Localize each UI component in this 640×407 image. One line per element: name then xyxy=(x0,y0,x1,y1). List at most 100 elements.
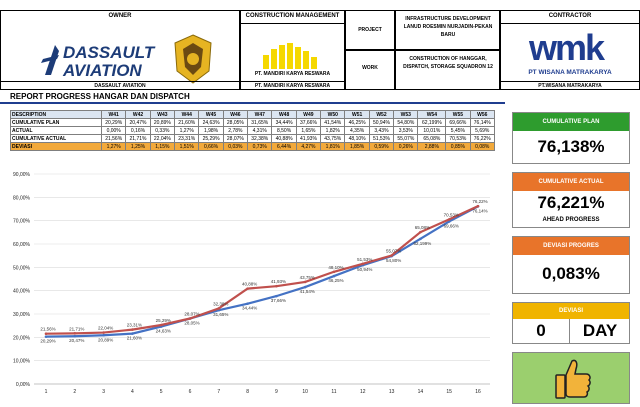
contractor-name: PT.WISANA MATRAKARYA xyxy=(538,83,602,89)
table-cell: 31,65% xyxy=(247,118,273,127)
table-cell: 37,66% xyxy=(295,118,322,127)
data-point xyxy=(159,323,163,327)
table-cell: 0,85% xyxy=(445,142,471,151)
table-cell: 48,10% xyxy=(344,134,370,143)
data-label: 37,66% xyxy=(271,298,286,303)
data-label: 46,25% xyxy=(328,278,343,283)
x-tick-label: 7 xyxy=(217,389,220,395)
deviation-card: DEVIASI PROGRES 0,083% xyxy=(512,236,630,294)
y-tick-label: 80,00% xyxy=(13,195,31,201)
x-tick-label: 9 xyxy=(275,389,278,395)
table-header-cell: W52 xyxy=(368,110,395,119)
table-header-cell: W51 xyxy=(344,110,370,119)
data-label: 28,05% xyxy=(184,321,199,326)
data-label: 41,93% xyxy=(271,279,286,284)
y-tick-label: 90,00% xyxy=(13,172,31,178)
table-cell: 0,16% xyxy=(125,126,151,135)
days-card: DEVIASI 0 DAY xyxy=(512,302,630,344)
table-cell: 46,25% xyxy=(344,118,370,127)
table-header-cell: W47 xyxy=(247,110,273,119)
data-label: 76,22% xyxy=(472,199,487,204)
data-point xyxy=(246,287,249,290)
work-label: WORK xyxy=(362,65,378,71)
days-card-unit: DAY xyxy=(582,321,618,340)
table-cell: 0,26% xyxy=(393,142,419,151)
cm-logo-text: PT. MANDIRI KARYA RESWARA xyxy=(254,71,331,77)
project-value: INFRASTRUCTURE DEVELOPMENT LANUD ROESMIN… xyxy=(403,16,493,38)
data-label: 69,66% xyxy=(444,223,459,228)
data-point xyxy=(303,280,307,284)
data-point xyxy=(332,270,336,274)
table-cell: 0,73% xyxy=(247,142,273,151)
table-cell: 0,08% xyxy=(469,142,496,151)
data-point xyxy=(131,332,134,335)
days-card-value: 0 xyxy=(536,321,546,340)
data-label: 28,07% xyxy=(184,312,199,317)
data-label: 48,10% xyxy=(328,265,343,270)
table-cell: 4,27% xyxy=(295,142,322,151)
table-cell: 21,71% xyxy=(125,134,151,143)
data-label: 24,63% xyxy=(156,329,171,334)
table-header-cell: W54 xyxy=(417,110,447,119)
table-cell: 1,98% xyxy=(198,126,224,135)
y-tick-label: 40,00% xyxy=(13,289,31,295)
row-label: CUMULATIVE ACTUAL xyxy=(10,134,102,143)
owner-title: OWNER xyxy=(108,13,132,19)
data-point xyxy=(44,332,48,335)
data-label: 21,71% xyxy=(69,326,84,331)
table-cell: 0,66% xyxy=(198,142,224,151)
owner-panel: OWNER DASSAULT AVIATION DASSAULT AVIATIO… xyxy=(0,10,240,90)
x-tick-label: 10 xyxy=(302,389,308,395)
table-cell: 1,82% xyxy=(320,126,346,135)
table-cell: 8,50% xyxy=(271,126,297,135)
y-tick-label: 30,00% xyxy=(13,312,31,318)
y-tick-label: 60,00% xyxy=(13,242,31,248)
x-tick-label: 8 xyxy=(246,389,249,395)
air-force-crest-icon xyxy=(174,34,212,84)
row-label: DEVIASI xyxy=(10,142,102,151)
table-cell: 1,27% xyxy=(174,126,200,135)
data-label: 21,60% xyxy=(127,336,142,341)
table-cell: 69,66% xyxy=(445,118,471,127)
table-cell: 41,93% xyxy=(295,134,322,143)
table-cell: 1,65% xyxy=(295,126,322,135)
data-point xyxy=(476,204,480,208)
work-label-cell: WORK xyxy=(345,50,395,90)
table-header-cell: W44 xyxy=(174,110,200,119)
table-header-cell: W46 xyxy=(222,110,249,119)
table-header-cell: W45 xyxy=(198,110,224,119)
data-label: 23,31% xyxy=(127,323,142,328)
y-tick-label: 50,00% xyxy=(13,265,31,271)
y-tick-label: 10,00% xyxy=(13,359,31,365)
data-point xyxy=(44,335,48,338)
data-point xyxy=(275,294,278,298)
x-tick-label: 14 xyxy=(418,389,424,395)
progress-table: DESCRIPTION W41 W42 W43 W44 W45 W46 W47 W48 W49 W… xyxy=(10,110,496,151)
table-header-cell: W48 xyxy=(271,110,297,119)
table-cell: 2,88% xyxy=(417,142,447,151)
data-label: 31,65% xyxy=(213,312,228,317)
table-cell: 10,01% xyxy=(417,126,447,135)
data-point xyxy=(102,333,105,337)
data-label: 41,54% xyxy=(300,289,315,294)
actual-card: CUMULATIVE ACTUAL 76,221% AHEAD PROGRESS xyxy=(512,172,630,228)
data-label: 51,53% xyxy=(357,257,372,262)
plan-card-title: CUMULATIVE PLAN xyxy=(513,113,629,131)
table-cell: 1,25% xyxy=(125,142,151,151)
table-cell: 3,43% xyxy=(368,126,395,135)
series-line-1 xyxy=(45,205,479,338)
table-cell: 5,45% xyxy=(445,126,471,135)
table-header-cell: W49 xyxy=(295,110,322,119)
data-label: 20,89% xyxy=(98,337,113,342)
table-header-cell: DESCRIPTION xyxy=(10,110,102,119)
x-tick-label: 4 xyxy=(131,389,134,395)
data-point xyxy=(188,317,192,320)
data-label: 21,56% xyxy=(40,327,55,332)
data-label: 25,29% xyxy=(156,318,171,323)
data-label: 43,75% xyxy=(300,275,315,280)
cm-title: CONSTRUCTION MANAGEMENT xyxy=(245,13,340,19)
data-point xyxy=(131,328,134,331)
progress-chart: 0,00% 10,00% 20,00% 30,00% 40,00% 50,00% 60,00… xyxy=(13,172,490,395)
table-cell: 24,63% xyxy=(198,118,224,127)
data-label: 62,199% xyxy=(414,241,432,246)
